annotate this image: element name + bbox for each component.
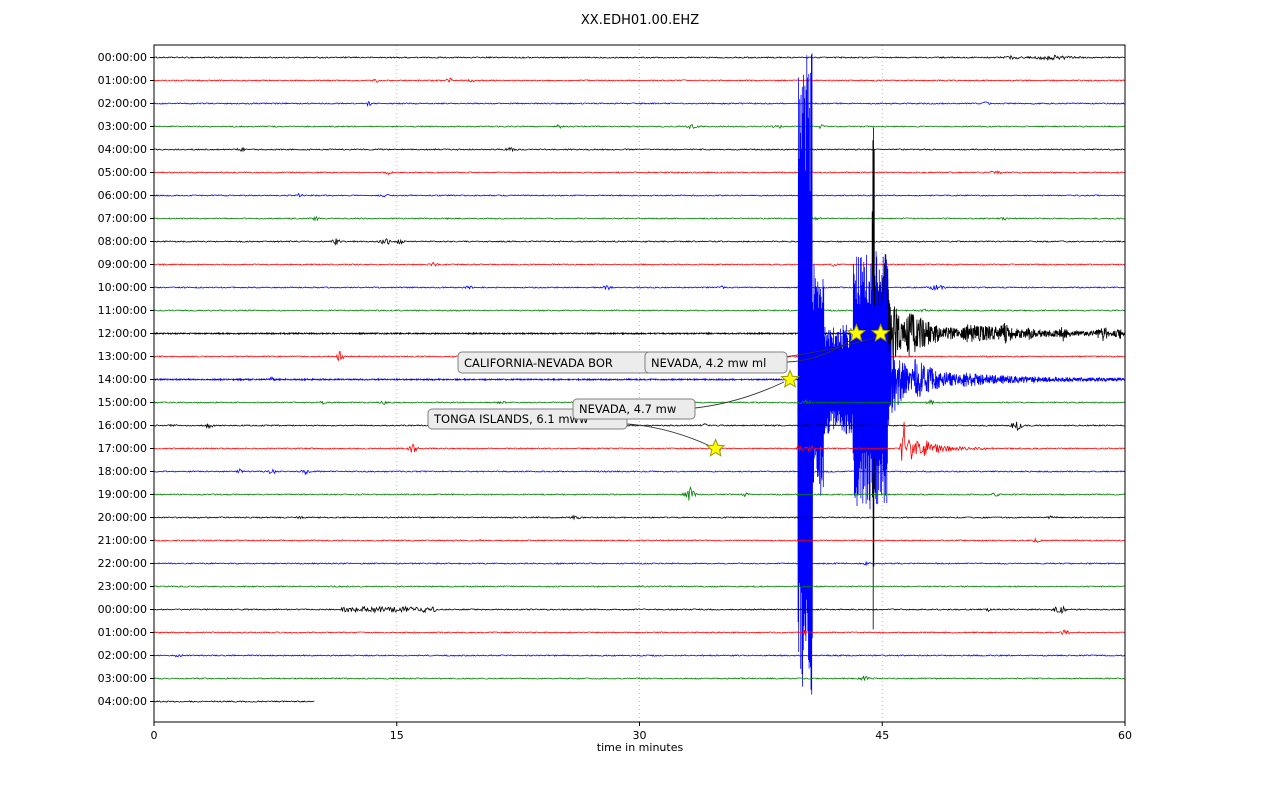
trace-row-6-06:00:00 (154, 192, 1125, 198)
callout-line-2 (626, 423, 711, 447)
y-tick-label-26: 02:00:00 (98, 649, 147, 662)
event-stars (705, 323, 891, 457)
y-tick-label-12: 12:00:00 (98, 327, 147, 340)
x-tick-label-0: 0 (151, 729, 158, 742)
trace-row-23-23:00:00 (154, 585, 1125, 588)
trace-row-20-20:00:00 (154, 514, 1125, 521)
y-tick-label-2: 02:00:00 (98, 97, 147, 110)
trace-row-18-18:00:00 (154, 468, 1125, 476)
trace-row-17-17:00:00 (154, 421, 1125, 461)
trace-row-26-02:00:00 (154, 654, 1125, 658)
event-star-icon-3 (705, 438, 726, 457)
y-tick-label-13: 13:00:00 (98, 350, 147, 363)
callout-line-1 (786, 339, 852, 363)
annotation-text: TONGA ISLANDS, 6.1 mww (433, 412, 588, 426)
x-tick-label-45: 45 (875, 729, 889, 742)
trace-row-3-03:00:00 (154, 123, 1125, 130)
y-tick-label-16: 16:00:00 (98, 419, 147, 432)
y-tick-label-15: 15:00:00 (98, 396, 147, 409)
trace-row-27-03:00:00 (154, 675, 1125, 681)
trace-row-0-00:00:00 (154, 54, 1125, 61)
y-tick-label-14: 14:00:00 (98, 373, 147, 386)
trace-row-2-02:00:00 (154, 101, 1125, 107)
trace-row-1-01:00:00 (154, 77, 1125, 84)
y-tick-label-11: 11:00:00 (98, 304, 147, 317)
x-tick-label-15: 15 (390, 729, 404, 742)
trace-row-19-19:00:00 (154, 485, 1125, 501)
y-tick-label-25: 01:00:00 (98, 626, 147, 639)
y-tick-label-17: 17:00:00 (98, 442, 147, 455)
trace-row-7-07:00:00 (154, 215, 1125, 222)
y-tick-label-7: 07:00:00 (98, 212, 147, 225)
trace-row-8-08:00:00 (154, 238, 1125, 246)
event-star-icon-2 (780, 369, 800, 388)
trace-row-11-11:00:00 (154, 308, 1125, 313)
trace-row-5-05:00:00 (154, 170, 1125, 176)
event-star-icon-1 (870, 323, 891, 342)
traces (154, 53, 1125, 703)
annotation-box (644, 351, 788, 374)
annotation-text: CALIFORNIA-NEVADA BOR (464, 356, 613, 370)
y-tick-label-10: 10:00:00 (98, 281, 147, 294)
trace-row-14-14:00:00 (154, 53, 1125, 695)
y-tick-label-21: 21:00:00 (98, 534, 147, 547)
x-tick-label-30: 30 (633, 729, 647, 742)
y-tick-label-5: 05:00:00 (98, 166, 147, 179)
y-tick-label-1: 01:00:00 (98, 74, 147, 87)
trace-row-10-10:00:00 (154, 284, 1125, 291)
annotations: CALIFORNIA-NEVADA BOR NEVADA, 4.2 mw ml TO… (427, 351, 788, 430)
y-tick-label-24: 00:00:00 (98, 603, 147, 616)
y-tick-label-8: 08:00:00 (98, 235, 147, 248)
y-tick-label-19: 19:00:00 (98, 488, 147, 501)
y-tick-label-23: 23:00:00 (98, 580, 147, 593)
event-star-icon-0 (846, 323, 867, 342)
trace-row-24-00:00:00 (154, 605, 1125, 615)
y-tick-label-3: 03:00:00 (98, 120, 147, 133)
axes-frame (153, 44, 1126, 723)
trace-row-25-01:00:00 (154, 629, 1125, 637)
event-annotation-3: NEVADA, 4.7 mw (572, 398, 696, 420)
y-tick-label-28: 04:00:00 (98, 695, 147, 708)
event-annotation-1: NEVADA, 4.2 mw ml (644, 351, 788, 374)
page-title: XX.EDH01.00.EHZ (580, 13, 700, 28)
y-tick-label-18: 18:00:00 (98, 465, 147, 478)
annotation-box (572, 398, 696, 420)
trace-row-21-21:00:00 (154, 537, 1125, 543)
x-axis: 0 15 30 45 60 (151, 722, 1132, 742)
y-tick-label-27: 03:00:00 (98, 672, 147, 685)
callout-line-3 (694, 381, 785, 409)
x-tick-label-60: 60 (1118, 729, 1132, 742)
y-axis: 00:00:00 01:00:00 02:00:00 03:00:00 04:00:00… (98, 51, 154, 708)
y-tick-label-0: 00:00:00 (98, 51, 147, 64)
trace-row-12-12:00:00 (154, 127, 1125, 630)
trace-row-9-09:00:00 (154, 261, 1125, 267)
y-tick-label-4: 04:00:00 (98, 143, 147, 156)
annotation-text: NEVADA, 4.2 mw ml (651, 356, 766, 370)
y-tick-label-22: 22:00:00 (98, 557, 147, 570)
y-tick-label-6: 06:00:00 (98, 189, 147, 202)
trace-row-28-04:00:00 (154, 700, 315, 703)
y-tick-label-9: 09:00:00 (98, 258, 147, 271)
trace-row-4-04:00:00 (154, 146, 1125, 153)
trace-row-22-22:00:00 (154, 560, 1125, 567)
x-axis-label: time in minutes (596, 741, 684, 754)
annotation-text: NEVADA, 4.7 mw (579, 402, 676, 416)
y-tick-label-20: 20:00:00 (98, 511, 147, 524)
